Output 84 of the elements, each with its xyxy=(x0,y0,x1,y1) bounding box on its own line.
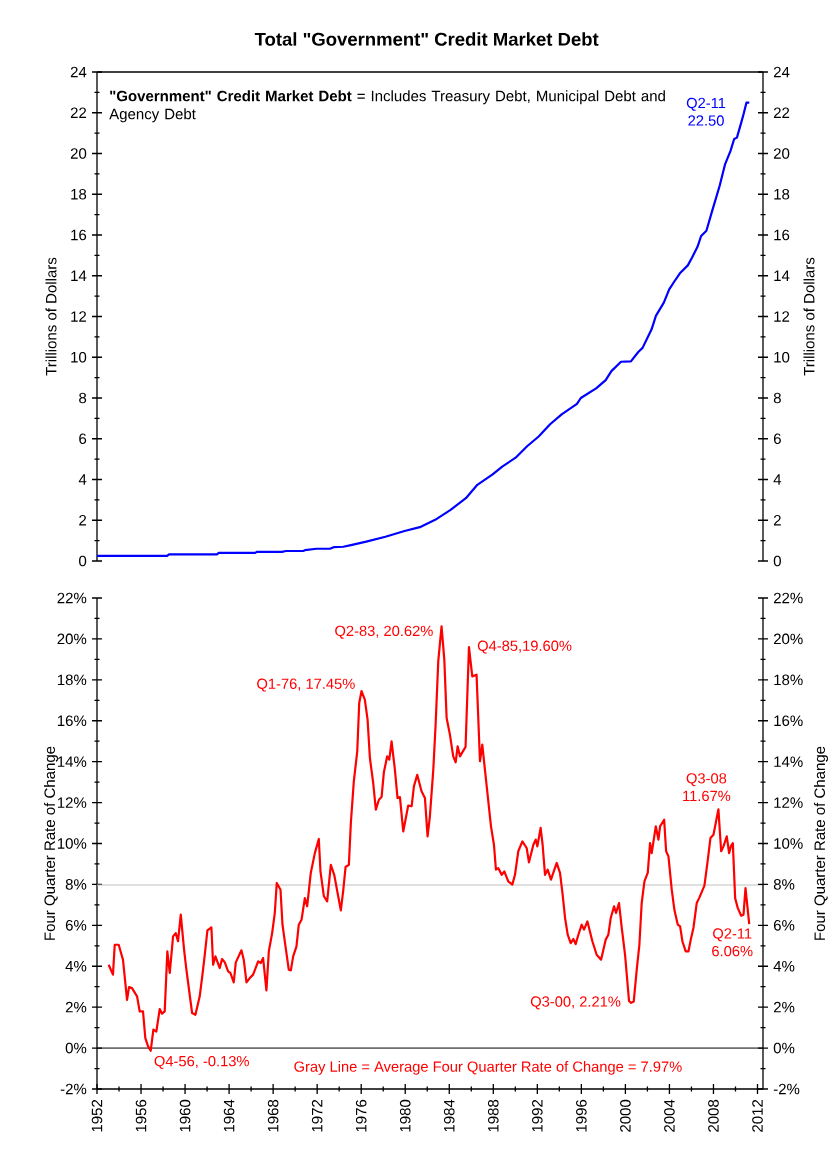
y2-tick-label: 16% xyxy=(774,715,803,727)
annotation: Q3-08 11.67% xyxy=(683,773,731,802)
x-tick-label: 1972 xyxy=(311,1099,323,1132)
y-tick-label: 20 xyxy=(70,148,87,159)
x-tick-label: 1976 xyxy=(355,1099,367,1132)
y2-tick-label: 2% xyxy=(773,1001,795,1013)
x-tick-label: 2004 xyxy=(664,1099,675,1132)
x-tick-label: 1996 xyxy=(576,1099,587,1132)
text: "Government" Credit Market Debt = Includes Treasury Debt, Municipal Debt and Agency Debt xyxy=(109,90,665,123)
y2-tick-label: 2 xyxy=(773,515,781,526)
x-tick-label: 1968 xyxy=(267,1099,279,1132)
y-tick-label: 12 xyxy=(71,311,87,322)
y-tick-label: 10% xyxy=(57,838,87,849)
y-tick-label: 22% xyxy=(57,592,87,604)
y2-tick-label: 6% xyxy=(773,920,795,931)
y-tick-label: 6 xyxy=(79,433,87,445)
x-tick-label: 2008 xyxy=(708,1099,719,1132)
y-tick-label: 8% xyxy=(65,879,87,890)
y-tick-label: 20% xyxy=(57,633,87,645)
x-tick-label: 1964 xyxy=(223,1099,235,1132)
y2-tick-label: 24 xyxy=(773,66,790,78)
annotation: Q4-85,19.60% xyxy=(477,640,572,654)
y2-tick-label: 20% xyxy=(773,633,803,645)
x-tick-label: 2000 xyxy=(620,1099,631,1132)
chart-title: Total "Government" Credit Market Debt xyxy=(254,32,599,46)
y-tick-label: 6% xyxy=(65,920,87,931)
y-tick-label: 2% xyxy=(65,1001,87,1013)
y-tick-label: 0% xyxy=(65,1042,87,1054)
y-tick-label: 22 xyxy=(70,107,87,118)
y-tick-label: 12% xyxy=(57,797,87,808)
y2-tick-label: 12 xyxy=(774,311,790,322)
y2-tick-label: 20 xyxy=(773,148,790,159)
y2-tick-label: 4% xyxy=(773,961,795,972)
y-tick-label: 18% xyxy=(57,674,87,686)
line-series xyxy=(107,625,751,1052)
y-tick-label: 4 xyxy=(78,474,87,485)
y2-tick-label: -2% xyxy=(773,1083,800,1095)
annotation: Q1-76, 17.45% xyxy=(257,678,355,692)
x-tick-label: 1952 xyxy=(91,1099,103,1132)
x-tick-label: 1984 xyxy=(443,1099,455,1132)
annotation: Q2-11 22.50 xyxy=(686,97,726,126)
y-tick-label: 24 xyxy=(70,66,87,78)
y-tick-label: 18 xyxy=(71,188,87,200)
y2-tick-label: 10 xyxy=(774,351,790,363)
y-tick-label: 16 xyxy=(71,229,87,241)
y2-tick-label: 8% xyxy=(773,879,795,890)
y2-axis-title: Four Quarter Rate of Change xyxy=(814,746,828,940)
y-axis-title: Four Quarter Rate of Change xyxy=(44,746,58,940)
y2-tick-label: 18% xyxy=(774,674,803,686)
y2-tick-label: 22 xyxy=(773,107,790,118)
y2-tick-label: 4 xyxy=(773,474,782,485)
y-axis-title: Trillions of Dollars xyxy=(45,257,57,376)
y2-tick-label: 12% xyxy=(774,797,803,808)
y2-tick-label: 0 xyxy=(773,555,781,567)
annotation: Gray Line = Average Four Quarter Rate of Change = 7.97% xyxy=(294,1061,682,1075)
annotation: Q2-83, 20.62% xyxy=(335,625,433,639)
y2-axis-title: Trillions of Dollars xyxy=(803,257,815,376)
y-tick-label: 4% xyxy=(65,961,87,972)
y-tick-label: 16% xyxy=(57,715,87,727)
y2-tick-label: 18 xyxy=(774,188,790,200)
x-tick-label: 2012 xyxy=(752,1099,763,1132)
y2-tick-label: 6 xyxy=(773,433,781,445)
y2-tick-label: 22% xyxy=(773,592,803,604)
y-tick-label: 14% xyxy=(57,756,87,767)
annotation: Q4-56, -0.13% xyxy=(154,1055,249,1069)
y-tick-label: 0 xyxy=(79,555,87,567)
y-tick-label: 14 xyxy=(71,270,87,281)
annotation: Q3-00, 2.21% xyxy=(530,996,621,1010)
y2-tick-label: 8 xyxy=(773,392,781,404)
y2-tick-label: 10% xyxy=(774,838,803,849)
annotation: Q2-11 6.06% xyxy=(712,928,753,957)
y-tick-label: 2 xyxy=(79,515,87,526)
y2-tick-label: 14% xyxy=(774,756,803,767)
x-tick-label: 1988 xyxy=(487,1099,499,1132)
y2-tick-label: 14 xyxy=(774,270,790,281)
x-tick-label: 1992 xyxy=(532,1099,543,1132)
x-tick-label: 1956 xyxy=(135,1099,147,1132)
y-tick-label: 10 xyxy=(71,351,87,363)
y-tick-label: -2% xyxy=(60,1083,87,1095)
y2-tick-label: 0% xyxy=(773,1042,795,1054)
y-tick-label: 8 xyxy=(79,392,87,404)
y2-tick-label: 16 xyxy=(774,229,790,241)
x-tick-label: 1980 xyxy=(399,1099,411,1132)
x-tick-label: 1960 xyxy=(179,1099,191,1132)
